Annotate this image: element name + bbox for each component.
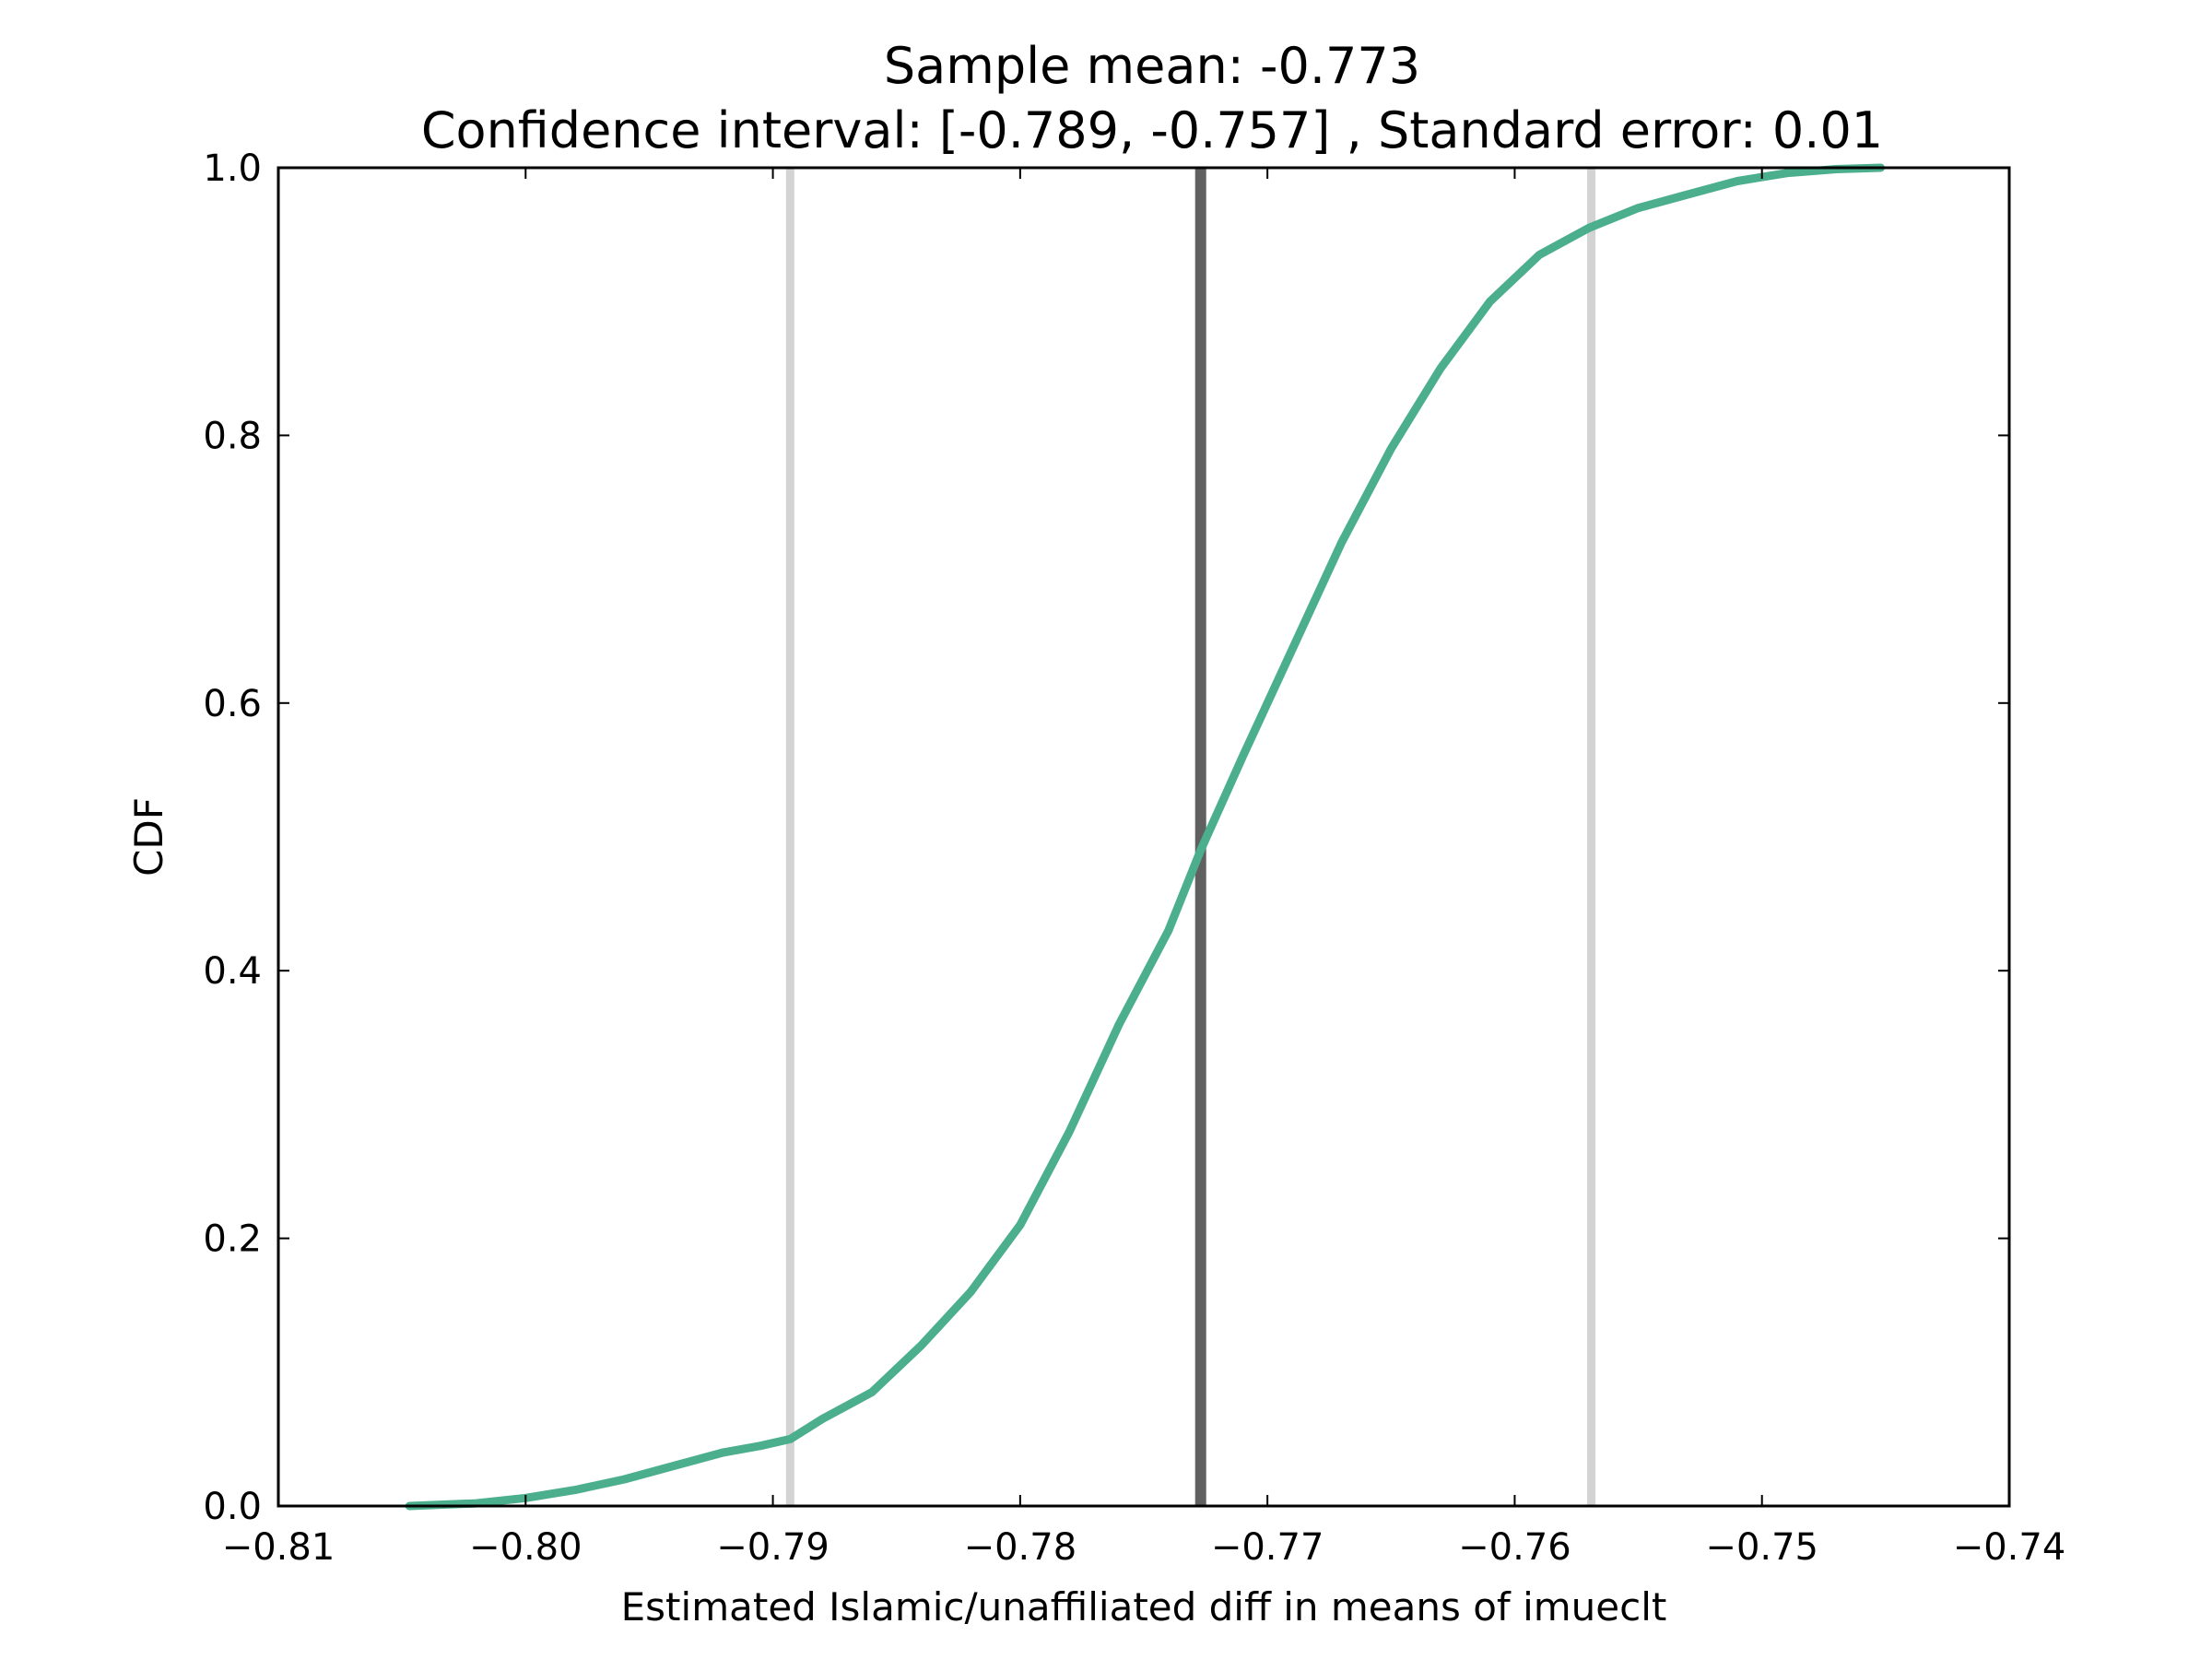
y-tick-label: 0.6 bbox=[203, 683, 262, 725]
x-tick-label: −0.75 bbox=[1705, 1526, 1818, 1569]
y-tick-label: 0.0 bbox=[203, 1486, 262, 1528]
x-tick-label: −0.80 bbox=[469, 1526, 582, 1569]
cdf-line bbox=[405, 163, 1885, 1511]
x-tick-label: −0.81 bbox=[222, 1526, 335, 1569]
plot-frame bbox=[276, 166, 2011, 1508]
x-axis-ticks: −0.81 −0.80 −0.79 −0.78 −0.77 −0.76 −0.75 −0.74 bbox=[222, 168, 2066, 1569]
x-tick-label: −0.76 bbox=[1458, 1526, 1571, 1569]
x-tick-label: −0.78 bbox=[964, 1526, 1077, 1569]
y-tick-label: 0.2 bbox=[203, 1218, 262, 1261]
chart-title: Sample mean: -0.773 bbox=[884, 37, 1420, 95]
x-tick-label: −0.77 bbox=[1211, 1526, 1324, 1569]
y-axis-label: CDF bbox=[126, 797, 171, 877]
y-axis-ticks: 0.0 0.2 0.4 0.6 0.8 1.0 bbox=[203, 147, 2009, 1528]
reference-lines bbox=[785, 168, 1596, 1506]
y-tick-label: 0.8 bbox=[203, 415, 262, 457]
chart-subtitle: Confidence interval: [-0.789, -0.757] , … bbox=[421, 101, 1883, 159]
x-tick-label: −0.74 bbox=[1953, 1526, 2066, 1569]
y-tick-label: 0.4 bbox=[203, 950, 262, 993]
y-tick-label: 1.0 bbox=[203, 147, 262, 190]
x-axis-label: Estimated Islamic/unaffiliated diff in m… bbox=[621, 1584, 1667, 1630]
x-tick-label: −0.79 bbox=[716, 1526, 830, 1569]
cdf-series bbox=[405, 163, 1885, 1511]
